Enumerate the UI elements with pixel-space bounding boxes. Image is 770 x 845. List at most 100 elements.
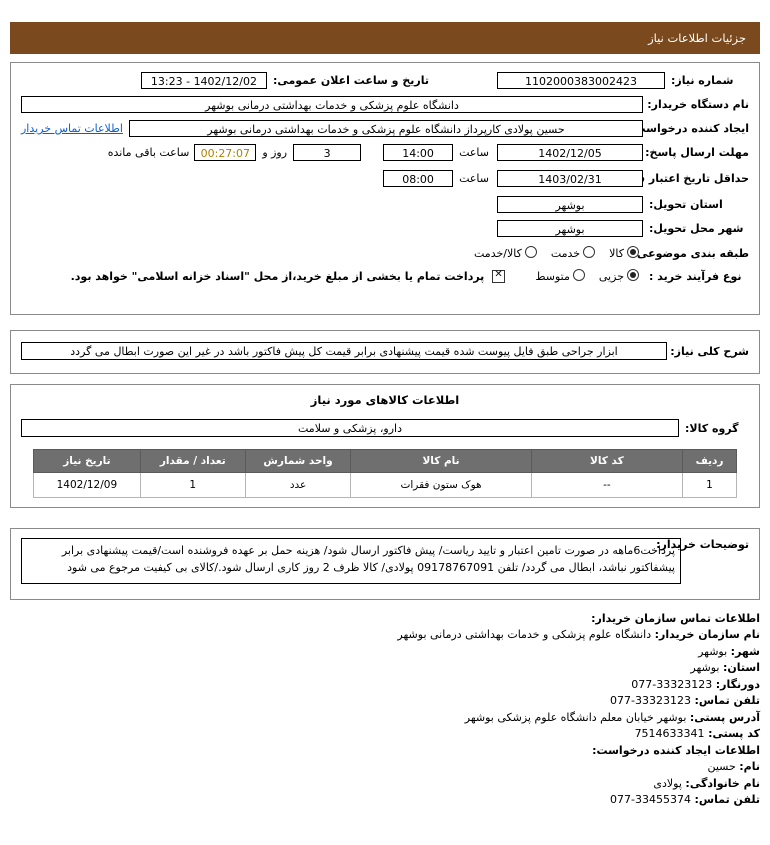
- contact-info-block: اطلاعات تماس سازمان خریدار: نام سازمان خ…: [10, 612, 760, 810]
- notes-value: پرداخت6ماهه در صورت تامین اعتبار و تایید…: [21, 538, 681, 584]
- city-value: بوشهر: [497, 220, 643, 237]
- goods-group-value: دارو، پزشکی و سلامت: [21, 419, 679, 437]
- cell-unit: عدد: [244, 472, 352, 498]
- goods-section-title: اطلاعات کالاهای مورد نیاز: [310, 393, 460, 407]
- goods-group-label: گروه کالا:: [685, 421, 739, 435]
- cell-qty: 1: [139, 472, 246, 498]
- contact-org-label: نام سازمان خریدار:: [654, 628, 760, 641]
- process-option-jozi-label: جزیی: [598, 270, 624, 283]
- contact-province-value: بوشهر: [690, 661, 720, 674]
- contact-phone-label: تلفن تماس:: [694, 694, 760, 707]
- need-info-panel: شماره نیاز: 1102000383002423 تاریخ و ساع…: [10, 62, 760, 315]
- contact-postal: کد پستی: 7514633341: [10, 727, 760, 740]
- requester-first-name-label: نام:: [739, 760, 760, 773]
- contact-province: استان: بوشهر: [10, 661, 760, 674]
- requester-last-name-label: نام خانوادگی:: [685, 776, 760, 790]
- radio-icon[interactable]: [524, 246, 537, 258]
- radio-icon[interactable]: [627, 269, 639, 281]
- requester-first-name: نام: حسین: [10, 760, 760, 773]
- page-header-bar: جزئیات اطلاعات نیاز: [10, 22, 760, 54]
- contact-fax-value: 33323123-077: [631, 677, 713, 691]
- description-label: شرح کلی نیاز:: [670, 344, 749, 358]
- contact-address-value: بوشهر خیابان معلم دانشگاه علوم پزشکی بوش…: [464, 710, 687, 724]
- requester-last-name: نام خانوادگی: پولادی: [10, 777, 760, 790]
- contact-fax: دورنگار: 33323123-077: [10, 678, 760, 691]
- category-option-khedmat-label: خدمت: [550, 247, 581, 260]
- process-option-motavaset-label: متوسط: [535, 270, 570, 283]
- requester-title: اطلاعات ایجاد کننده درخواست:: [592, 744, 760, 757]
- need-number-value: 1102000383002423: [497, 72, 665, 89]
- col-code: کد کالا: [530, 449, 684, 473]
- min-credit-time: 08:00: [383, 170, 454, 187]
- deadline-label: مهلت ارسال پاسخ: تا تاریخ:: [598, 146, 749, 159]
- notes-label: توضیحات خریدار:: [656, 538, 749, 551]
- announce-date-value: 1402/12/02 - 13:23: [140, 72, 267, 89]
- contact-postal-value: 7514633341: [634, 727, 705, 740]
- province-value: بوشهر: [497, 196, 643, 213]
- radio-icon[interactable]: [627, 246, 639, 258]
- treasury-payment-checkbox[interactable]: پرداخت تمام یا بخشی از مبلغ خرید،از محل …: [70, 269, 506, 283]
- buyer-org-label: نام دستگاه خریدار:: [647, 98, 749, 111]
- contact-city-value: بوشهر: [698, 644, 728, 658]
- category-option-kala-label: کالا: [609, 247, 624, 260]
- buyer-contact-link[interactable]: اطلاعات تماس خریدار: [21, 122, 123, 135]
- notes-panel: توضیحات خریدار: پرداخت6ماهه در صورت تامی…: [10, 528, 760, 600]
- min-credit-time-label: ساعت: [459, 172, 489, 185]
- contact-address: آدرس پستی: بوشهر خیابان معلم دانشگاه علو…: [10, 711, 760, 724]
- contact-address-label: آدرس پستی:: [689, 710, 760, 724]
- min-credit-date: 1403/02/31: [497, 170, 643, 187]
- creator-label: ایجاد کننده درخواست:: [630, 122, 749, 135]
- deadline-time: 14:00: [383, 144, 454, 161]
- col-name: نام کالا: [350, 449, 532, 473]
- category-option-khedmat[interactable]: خدمت: [550, 246, 596, 260]
- deadline-time-label: ساعت: [459, 146, 489, 159]
- contact-phone: تلفن تماس: 33323123-077: [10, 694, 760, 707]
- contact-org-value: دانشگاه علوم پزشکی و خدمات بهداشتی درمان…: [397, 628, 652, 641]
- treasury-payment-label: پرداخت تمام یا بخشی از مبلغ خرید،از محل …: [70, 269, 485, 283]
- process-label: نوع فرآیند خرید :: [649, 269, 742, 283]
- need-number-label: شماره نیاز:: [671, 74, 734, 87]
- deadline-remaining: 00:27:07: [194, 144, 257, 161]
- cell-name: هوک ستون فقرات: [350, 472, 532, 498]
- col-qty: تعداد / مقدار: [139, 449, 246, 473]
- contact-title: اطلاعات تماس سازمان خریدار:: [591, 612, 760, 625]
- city-label: شهر محل تحویل:: [649, 222, 744, 235]
- deadline-date: 1402/12/05: [497, 144, 643, 161]
- page-title: جزئیات اطلاعات نیاز: [648, 31, 746, 45]
- deadline-days: 3: [293, 144, 362, 161]
- buyer-org-value: دانشگاه علوم پزشکی و خدمات بهداشتی درمان…: [21, 96, 643, 113]
- requester-phone-label: تلفن تماس:: [694, 793, 760, 806]
- creator-value: حسین پولادی کارپرداز دانشگاه علوم پزشکی …: [128, 120, 643, 137]
- announce-date-label: تاریخ و ساعت اعلان عمومی:: [272, 74, 429, 87]
- contact-org: نام سازمان خریدار: دانشگاه علوم پزشکی و …: [10, 628, 760, 641]
- requester-phone-value: 33455374-077: [610, 793, 692, 806]
- checkbox-icon[interactable]: [492, 269, 506, 283]
- description-value: ابزار جراحی طبق فایل پیوست شده قیمت پیشن…: [21, 342, 667, 360]
- province-label: استان تحویل:: [649, 198, 723, 211]
- min-credit-label: حداقل تاریخ اعتبار قیمت: تا تاریخ:: [562, 172, 749, 185]
- contact-fax-label: دورنگار:: [715, 677, 760, 691]
- table-header-row: ردیف کد کالا نام کالا واحد شمارش تعداد /…: [33, 449, 737, 473]
- col-date: تاریخ نیاز: [33, 449, 141, 473]
- deadline-remaining-label: ساعت باقی مانده: [107, 146, 190, 159]
- radio-icon[interactable]: [583, 246, 596, 258]
- category-label: طبقه بندی موضوعی :: [628, 246, 749, 260]
- requester-first-name-value: حسین: [707, 760, 736, 773]
- contact-city: شهر: بوشهر: [10, 645, 760, 658]
- category-option-both[interactable]: کالا/خدمت: [474, 246, 537, 260]
- contact-city-label: شهر:: [730, 644, 760, 658]
- process-option-jozi[interactable]: جزیی: [599, 269, 639, 283]
- category-option-kala[interactable]: کالا: [609, 246, 639, 260]
- col-row: ردیف: [682, 449, 737, 473]
- cell-row: 1: [682, 472, 737, 498]
- description-panel: شرح کلی نیاز: ابزار جراحی طبق فایل پیوست…: [10, 330, 760, 374]
- table-row: 1 -- هوک ستون فقرات عدد 1 1402/12/09: [33, 472, 737, 498]
- contact-province-label: استان:: [723, 661, 760, 674]
- contact-phone-value: 33323123-077: [610, 694, 692, 707]
- process-option-motavaset[interactable]: متوسط: [535, 269, 585, 283]
- radio-icon[interactable]: [572, 269, 585, 281]
- goods-panel: اطلاعات کالاهای مورد نیاز گروه کالا: دار…: [10, 384, 760, 508]
- cell-date: 1402/12/09: [33, 472, 141, 498]
- contact-postal-label: کد پستی:: [708, 727, 760, 740]
- cell-code: --: [530, 472, 684, 498]
